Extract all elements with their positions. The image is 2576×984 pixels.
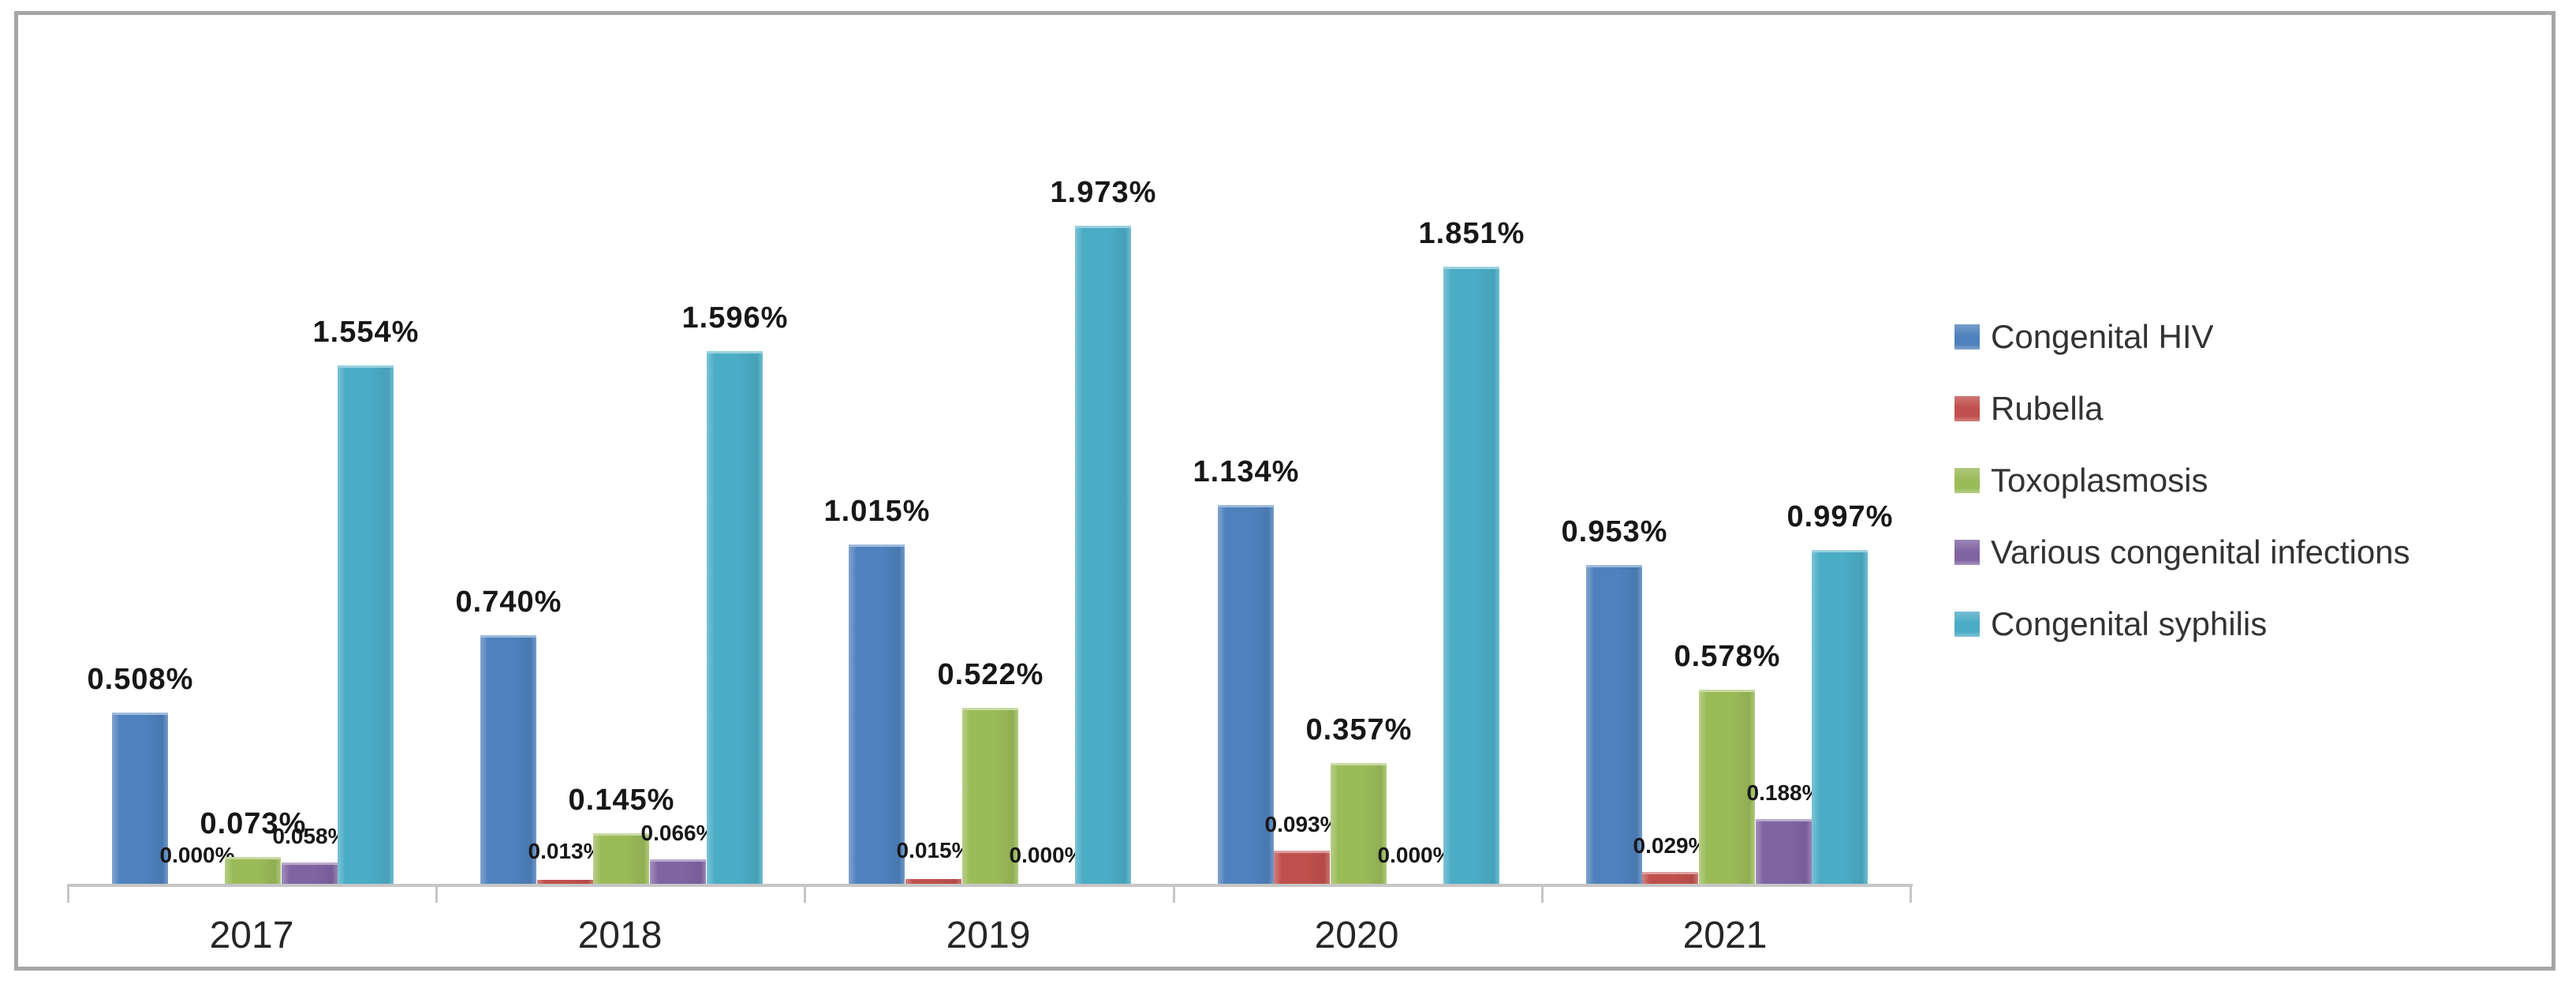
bar-label-congenital-hiv-2018: 0.740% [455, 586, 562, 619]
bar-label-congenital-hiv-2020: 1.134% [1193, 455, 1300, 488]
bar-congenital-syphilis-2018 [707, 351, 763, 884]
legend-item-congenital-hiv: Congenital HIV [1954, 318, 2214, 356]
bar-label-congenital-hiv-2021: 0.953% [1561, 515, 1668, 548]
year-label-2017: 2017 [209, 915, 294, 956]
x-axis-tick [804, 884, 806, 903]
year-label-2020: 2020 [1314, 915, 1399, 956]
legend-item-congenital-syphilis: Congenital syphilis [1954, 605, 2267, 643]
legend-label: Congenital HIV [1991, 318, 2214, 355]
legend-item-toxoplasmosis: Toxoplasmosis [1954, 462, 2208, 499]
x-axis-line [67, 884, 1913, 887]
chart-frame [14, 11, 2555, 971]
year-label-2018: 2018 [577, 915, 663, 956]
legend-label: Congenital syphilis [1991, 605, 2268, 642]
x-axis-tick [1541, 884, 1544, 903]
bar-congenital-hiv-2019 [849, 544, 905, 884]
bar-rubella-2020 [1274, 851, 1330, 884]
bar-toxoplasmosis-2019 [962, 708, 1018, 884]
bar-toxoplasmosis-2020 [1331, 763, 1387, 884]
plot-area: 0.508% 0.000% 0.073% 0.058% 1.554% 0.740% 0.01… [67, 39, 1910, 884]
legend-swatch-congenital-syphilis [1954, 612, 1980, 637]
x-axis-tick [1910, 884, 1912, 903]
bar-various-congenital-infections-2017 [282, 862, 338, 884]
bar-label-congenital-hiv-2019: 1.015% [823, 495, 931, 528]
bar-label-congenital-syphilis-2020: 1.851% [1418, 217, 1525, 250]
bar-rubella-2018 [537, 880, 593, 884]
bar-congenital-hiv-2017 [112, 713, 168, 884]
bar-label-congenital-syphilis-2018: 1.596% [681, 301, 789, 335]
bar-label-rubella-2021: 0.029% [1633, 833, 1708, 858]
bar-label-toxoplasmosis-2017: 0.073% [200, 807, 307, 840]
bar-congenital-hiv-2021 [1586, 565, 1642, 884]
legend-swatch-toxoplasmosis [1954, 468, 1980, 493]
bar-label-congenital-syphilis-2017: 1.554% [312, 316, 420, 349]
legend-label: Toxoplasmosis [1991, 462, 2208, 499]
legend-swatch-congenital-hiv [1954, 324, 1980, 350]
bar-toxoplasmosis-2021 [1699, 690, 1755, 884]
legend-label: Rubella [1991, 390, 2104, 427]
bar-label-congenital-hiv-2017: 0.508% [87, 663, 194, 696]
bar-label-rubella-2018: 0.013% [528, 839, 603, 863]
bar-rubella-2021 [1642, 872, 1698, 884]
bar-various-congenital-infections-2018 [650, 859, 706, 884]
bar-label-toxoplasmosis-2018: 0.145% [568, 784, 675, 817]
bar-label-various-congenital-infections-2017: 0.058% [272, 824, 348, 848]
bar-label-various-congenital-infections-2021: 0.188% [1746, 780, 1822, 805]
legend-label: Various congenital infections [1991, 533, 2410, 571]
bar-congenital-hiv-2018 [480, 635, 536, 884]
legend-swatch-various-congenital-infections [1954, 540, 1980, 565]
bar-label-toxoplasmosis-2020: 0.357% [1305, 713, 1413, 746]
x-axis-tick [1173, 884, 1175, 903]
bar-label-various-congenital-infections-2020: 0.000% [1377, 843, 1453, 867]
legend-item-rubella: Rubella [1954, 390, 2103, 428]
bar-congenital-syphilis-2020 [1443, 267, 1499, 884]
bar-rubella-2019 [905, 879, 961, 884]
bar-label-congenital-syphilis-2021: 0.997% [1786, 500, 1894, 533]
legend-swatch-rubella [1954, 396, 1980, 421]
bar-toxoplasmosis-2018 [593, 833, 649, 884]
bar-toxoplasmosis-2017 [225, 857, 281, 884]
bar-label-rubella-2019: 0.015% [896, 838, 972, 862]
bar-congenital-hiv-2020 [1218, 505, 1274, 884]
x-axis-tick [435, 884, 438, 903]
bar-label-rubella-2017: 0.000% [159, 843, 235, 867]
bar-label-various-congenital-infections-2019: 0.000% [1009, 843, 1085, 867]
year-label-2019: 2019 [946, 915, 1031, 956]
bar-label-rubella-2020: 0.093% [1264, 812, 1340, 836]
bar-congenital-syphilis-2019 [1075, 226, 1131, 884]
bar-label-various-congenital-infections-2018: 0.066% [640, 821, 716, 845]
year-label-2021: 2021 [1682, 915, 1768, 956]
legend-item-various-congenital-infections: Various congenital infections [1954, 533, 2410, 571]
bar-label-congenital-syphilis-2019: 1.973% [1050, 176, 1157, 209]
bar-congenital-syphilis-2021 [1812, 550, 1868, 884]
bar-various-congenital-infections-2021 [1756, 819, 1812, 884]
bar-label-toxoplasmosis-2019: 0.522% [937, 658, 1044, 691]
bar-label-toxoplasmosis-2021: 0.578% [1674, 640, 1781, 673]
bar-congenital-syphilis-2017 [338, 365, 394, 884]
x-axis-tick [67, 884, 69, 903]
